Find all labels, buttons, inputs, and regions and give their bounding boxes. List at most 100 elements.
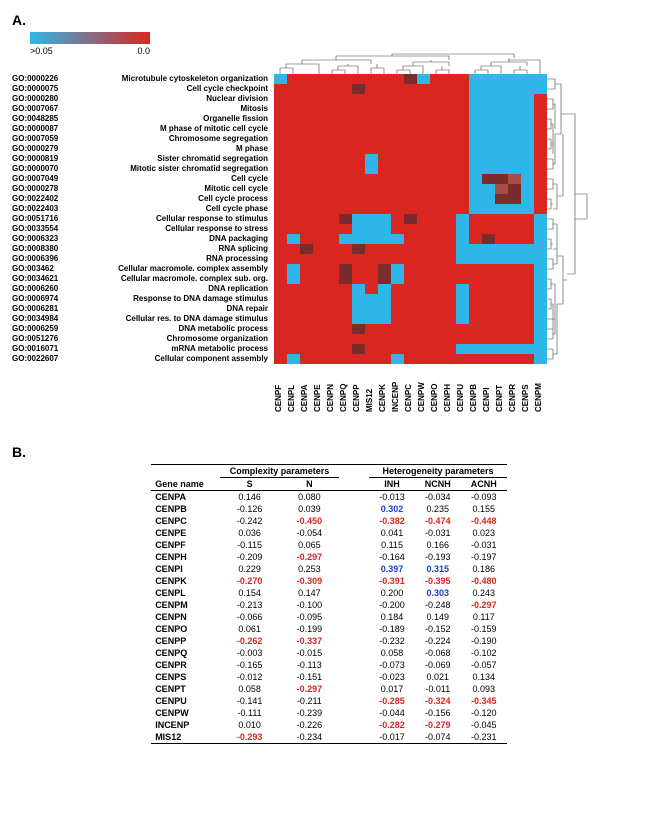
heatmap-cell <box>404 344 417 354</box>
heatmap-cell <box>378 174 391 184</box>
value-cell: 0.058 <box>220 683 280 695</box>
heatmap-cell <box>378 144 391 154</box>
value-cell: 0.115 <box>369 539 415 551</box>
value-cell: -0.231 <box>461 731 507 744</box>
heatmap-cell <box>534 94 547 104</box>
heatmap-cell <box>469 84 482 94</box>
panel-b: B. Complexity parameters Heterogeneity p… <box>12 444 646 744</box>
heatmap-cell <box>339 324 352 334</box>
heatmap-cell <box>443 354 456 364</box>
heatmap-cell <box>430 154 443 164</box>
heatmap-cell <box>339 284 352 294</box>
heatmap-row <box>274 354 547 364</box>
heatmap-cell <box>313 354 326 364</box>
value-cell: 0.061 <box>220 623 280 635</box>
heatmap-cell <box>482 94 495 104</box>
heatmap-cell <box>430 174 443 184</box>
heatmap-cell <box>417 204 430 214</box>
heatmap-cell <box>534 204 547 214</box>
go-id: GO:0000070 <box>12 164 74 174</box>
heatmap-cell <box>417 244 430 254</box>
heatmap-cell <box>352 244 365 254</box>
heatmap-cell <box>430 134 443 144</box>
heatmap-row <box>274 284 547 294</box>
heatmap-cell <box>430 74 443 84</box>
table-row: MIS12-0.293-0.234-0.017-0.074-0.231 <box>151 731 507 744</box>
heatmap-cell <box>365 274 378 284</box>
heatmap-cell <box>430 324 443 334</box>
heatmap-cell <box>365 254 378 264</box>
heatmap-cell <box>339 134 352 144</box>
heatmap-cell <box>521 114 534 124</box>
heatmap-cell <box>287 314 300 324</box>
value-cell: -0.279 <box>415 719 461 731</box>
value-cell: -0.011 <box>415 683 461 695</box>
heatmap-cell <box>287 144 300 154</box>
heatmap-cell <box>274 154 287 164</box>
heatmap-cell <box>391 314 404 324</box>
heatmap-cell <box>430 214 443 224</box>
heatmap-cell <box>482 214 495 224</box>
heatmap-cell <box>495 214 508 224</box>
heatmap-cell <box>508 284 521 294</box>
heatmap-cell <box>326 224 339 234</box>
heatmap-cell <box>391 134 404 144</box>
heatmap-cell <box>274 234 287 244</box>
heatmap-cell <box>417 274 430 284</box>
gene-cell: CENPT <box>151 683 220 695</box>
heatmap-cell <box>534 134 547 144</box>
go-id: GO:0007059 <box>12 134 74 144</box>
heatmap-cell <box>300 244 313 254</box>
row-label: GO:0006323DNA packaging <box>12 234 274 244</box>
heatmap-cell <box>469 274 482 284</box>
heatmap-cell <box>495 84 508 94</box>
heatmap-cell <box>443 104 456 114</box>
row-label: GO:003462Cellular macromole. complex ass… <box>12 264 274 274</box>
heatmap-cell <box>521 334 534 344</box>
heatmap-cell <box>404 144 417 154</box>
heatmap-cell <box>404 184 417 194</box>
heatmap-cell <box>378 324 391 334</box>
heatmap-cell <box>495 204 508 214</box>
go-term: Cellular macromole. complex assembly <box>74 264 274 274</box>
heatmap-cell <box>313 144 326 154</box>
value-cell: 0.235 <box>415 503 461 515</box>
heatmap-cell <box>495 94 508 104</box>
column-label: MIS12 <box>365 366 378 414</box>
heatmap-cell <box>300 274 313 284</box>
heatmap-cell <box>521 104 534 114</box>
heatmap-cell <box>443 264 456 274</box>
gene-cell: CENPN <box>151 611 220 623</box>
heatmap-cell <box>274 224 287 234</box>
heatmap-cell <box>482 314 495 324</box>
go-id: GO:0006974 <box>12 294 74 304</box>
heatmap-cell <box>287 334 300 344</box>
heatmap-cell <box>352 324 365 334</box>
heatmap-cell <box>365 244 378 254</box>
gap-cell <box>339 551 369 563</box>
heatmap-cell <box>274 84 287 94</box>
heatmap-cell <box>391 124 404 134</box>
heatmap-cell <box>482 114 495 124</box>
value-cell: -0.234 <box>279 731 339 744</box>
heatmap-cell <box>443 284 456 294</box>
go-id: GO:0022402 <box>12 194 74 204</box>
heatmap-cell <box>352 164 365 174</box>
heatmap-cell <box>326 294 339 304</box>
column-dendrogram <box>274 52 547 74</box>
heatmap-cell <box>508 144 521 154</box>
heatmap-cell <box>378 254 391 264</box>
heatmap-cell <box>469 144 482 154</box>
heatmap-cell <box>300 314 313 324</box>
heatmap-cell <box>508 324 521 334</box>
heatmap-cell <box>430 84 443 94</box>
row-label: GO:0000279M phase <box>12 144 274 154</box>
go-id: GO:0000819 <box>12 154 74 164</box>
gap-cell <box>339 719 369 731</box>
heatmap-row <box>274 124 547 134</box>
go-id: GO:0000075 <box>12 84 74 94</box>
heatmap-cell <box>339 154 352 164</box>
value-cell: -0.100 <box>279 599 339 611</box>
heatmap-cell <box>495 244 508 254</box>
value-cell: -0.199 <box>279 623 339 635</box>
